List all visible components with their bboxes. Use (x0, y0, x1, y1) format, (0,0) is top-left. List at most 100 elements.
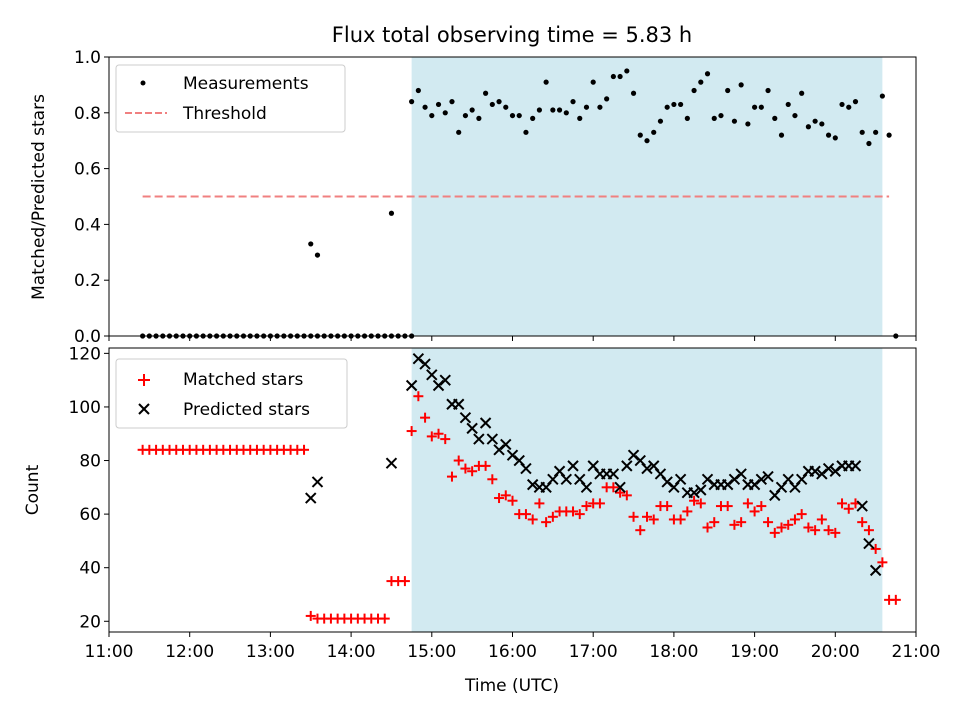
matched-star-point (494, 493, 505, 504)
legend-marker-predicted-stars (138, 403, 150, 415)
predicted-star-point (479, 417, 492, 429)
bottom-y-ticks: 20 40 60 80 100 120 (69, 344, 109, 632)
x-tick-label: 19:00 (730, 642, 779, 662)
x-tick-label: 13:00 (246, 642, 295, 662)
measurement-point (772, 115, 778, 121)
predicted-star-point (621, 460, 633, 472)
matched-star-point (870, 543, 881, 554)
y-tick-label: 1.0 (74, 48, 101, 68)
matched-star-point (305, 610, 316, 621)
count-points (137, 353, 901, 624)
y-tick-label: 120 (69, 344, 101, 364)
predicted-star-point (526, 478, 539, 491)
measurement-point (839, 101, 845, 108)
predicted-star-point (486, 433, 499, 445)
measurement-point (657, 118, 664, 124)
matched-star-point (594, 498, 605, 509)
measurement-point (597, 104, 603, 110)
legend-label-matched-stars: Matched stars (183, 370, 303, 390)
matched-star-point (487, 474, 498, 485)
matched-star-point (857, 517, 868, 528)
top-y-ticks: 0.0 0.2 0.4 0.6 0.8 1.0 (74, 48, 109, 347)
matched-star-point (796, 509, 807, 520)
bottom-legend: Matched stars Predicted stars (115, 358, 348, 429)
matched-star-point (520, 509, 531, 520)
observing-span-bottom (411, 348, 883, 632)
y-tick-label: 0.2 (74, 271, 101, 291)
measurement-point (718, 112, 724, 119)
matched-star-point (568, 506, 579, 517)
matched-star-point (742, 498, 753, 509)
matched-star-point (541, 517, 552, 528)
measurement-point (476, 115, 482, 121)
measurement-point (758, 104, 764, 110)
measurement-point (852, 99, 859, 105)
predicted-star-point (695, 484, 707, 496)
y-tick-label: 0.4 (74, 215, 101, 235)
measurement-point (832, 135, 838, 141)
measurement-point (731, 118, 738, 124)
measurement-point (785, 101, 791, 108)
predicted-star-point (305, 492, 317, 504)
matched-star-point (816, 514, 827, 525)
predicted-star-point (641, 462, 653, 475)
measurement-point (442, 110, 448, 116)
matched-star-point (736, 517, 747, 528)
x-axis-label: Time (UTC) (464, 676, 559, 696)
measurement-point (550, 107, 556, 113)
measurement-point (644, 138, 650, 144)
measurement-point (711, 115, 717, 121)
matched-star-point (467, 466, 478, 477)
measurement-point (503, 104, 509, 110)
measurement-point (651, 129, 657, 135)
matched-star-point (702, 522, 713, 533)
measurement-point (314, 252, 321, 258)
legend-marker-matched-stars (138, 374, 150, 386)
matched-star-point (769, 527, 780, 538)
measurement-point (678, 101, 684, 108)
bottom-x-ticks: 11:00 12:00 13:00 14:00 15:00 16:00 17:00 18:00… (85, 632, 941, 662)
matched-star-point (500, 490, 511, 501)
measurement-point (435, 101, 442, 108)
measurement-point (489, 101, 495, 108)
predicted-star-point (560, 473, 573, 485)
measurement-point (415, 87, 421, 94)
measurement-point (624, 68, 630, 74)
matched-star-point (507, 495, 518, 506)
measurement-point (819, 121, 825, 127)
measurement-point (725, 87, 731, 94)
matched-star-point (446, 471, 457, 482)
measurement-point (684, 115, 690, 121)
legend-marker-measurements (140, 80, 146, 86)
predicted-star-point (822, 462, 835, 475)
predicted-star-point (809, 465, 821, 477)
measurement-point (536, 107, 543, 113)
measurement-point (308, 241, 314, 247)
top-legend: Measurements Threshold (115, 64, 346, 133)
measurement-point (530, 115, 536, 121)
matched-star-point (763, 517, 774, 528)
matched-star-point (420, 412, 431, 423)
top-x-ticks (108, 336, 917, 341)
measurement-point (792, 112, 798, 119)
predicted-star-point (473, 433, 485, 445)
y-tick-label: 0.0 (74, 327, 101, 347)
legend-label-measurements: Measurements (183, 74, 309, 94)
matched-star-point (729, 519, 740, 530)
matched-star-point (648, 514, 659, 525)
matched-star-point (534, 498, 545, 509)
matched-star-point (682, 506, 693, 517)
matched-star-point (547, 511, 558, 522)
matched-star-point (749, 506, 760, 517)
y-tick-label: 0.6 (74, 160, 101, 180)
matched-star-point (440, 434, 451, 445)
predicted-star-point (439, 374, 451, 386)
predicted-star-point (580, 481, 593, 494)
matched-star-point (453, 455, 464, 466)
measurement-point (563, 110, 569, 116)
measurement-point (456, 129, 462, 135)
measurement-point (409, 99, 415, 105)
x-tick-label: 16:00 (488, 642, 537, 662)
measurement-point (604, 96, 610, 102)
measurement-point (516, 112, 522, 119)
